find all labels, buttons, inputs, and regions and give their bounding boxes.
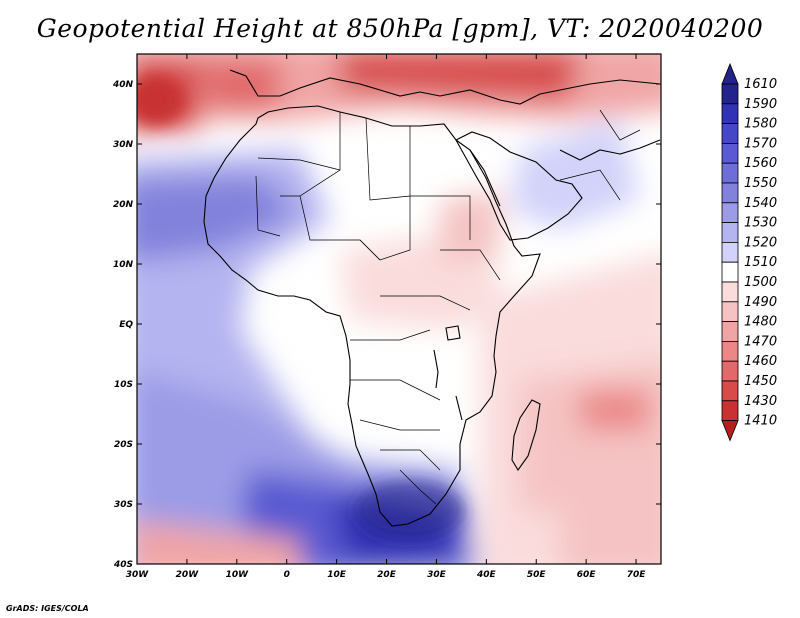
x-tick-label: 0 [284,570,290,580]
y-tick-label: 40S [113,560,133,570]
colorbar-box [721,123,739,144]
colorbar-label: 1490 [744,295,777,310]
lake-victoria [445,325,461,341]
colorbar-box [721,340,739,362]
y-axis: 40N 30N 20N 10N EQ 10S 20S 30S 40S [112,80,661,570]
plot-frame [136,53,662,565]
colorbar-label: 1530 [744,216,777,231]
colorbar-label: 1550 [744,176,777,191]
colorbar-label: 1520 [744,235,777,250]
lake-tanganyika [433,349,439,389]
field-arabia-blue [510,120,640,230]
x-tick-label: 30E [427,570,447,580]
y-tick-label: 40N [112,80,134,90]
height-field [137,54,661,564]
colorbar-label: 1430 [744,394,777,409]
colorbar-label: 1450 [744,374,777,389]
y-tick-label: 20S [114,440,133,450]
field-cape-cell [355,480,465,540]
field-iberia-red [200,60,280,110]
colorbar-label: 1510 [744,255,777,270]
field-north-core [340,54,580,100]
x-tick-label: 10E [327,570,347,580]
colorbar-bottom-triangle [721,420,739,442]
colorbar-top-triangle [721,62,739,85]
colorbar-box [721,380,739,402]
africa-coastline [203,105,541,527]
red-sea-coast [469,149,501,207]
colorbar-box [721,261,739,283]
map-title: Geopotential Height at 850hPa [gpm], VT:… [36,14,764,43]
field-atlantic-mid [137,175,300,260]
y-tick-label: 10N [113,260,134,270]
colorbar-label: 1410 [744,414,777,429]
colorbar-box [721,162,739,184]
field-detail [137,75,465,540]
colorbar-box [721,222,739,243]
colorbar-box [721,400,739,421]
grads-credit: GrADS: IGES/COLA [6,604,89,613]
x-tick-label: 20W [176,570,200,580]
colorbar-label: 1610 [744,77,777,92]
colorbar-box [721,142,739,164]
colorbar-box [721,241,739,263]
y-tick-label: EQ [119,320,133,330]
y-tick-label: 30S [114,500,133,510]
colorbar-box [721,321,739,342]
x-axis: 30W 20W 10W 0 10E 20E 30E 40E 50E 60E 70E [126,54,646,580]
field-se-red [560,471,661,564]
colorbar-label: 1480 [744,315,777,330]
colorbar-box [721,83,739,105]
y-tick-label: 30N [113,140,134,150]
coastlines [203,69,661,527]
colorbar-box [721,360,739,382]
x-tick-label: 30W [126,570,150,580]
iran-coastline [559,139,661,161]
colorbar-box [721,301,739,322]
colorbar-box [721,202,739,224]
colorbar-label: 1580 [744,117,777,132]
lake-malawi [455,395,463,421]
colorbar-label: 1540 [744,196,777,211]
colorbar: 1610 1590 1580 1570 1560 1550 1540 1530 1520 1510… [721,62,777,442]
colorbar-box [721,281,739,303]
x-tick-label: 40E [476,570,497,580]
colorbar-label: 1500 [744,275,777,290]
field-west-cell [137,75,185,125]
y-tick-label: 10S [114,380,133,390]
colorbar-label: 1590 [744,97,777,112]
colorbar-box [721,182,739,204]
field-sahara-white [330,130,450,190]
x-tick-label: 60E [577,570,597,580]
europe-coastline [229,69,661,105]
arabia-coastline [455,131,583,241]
y-tick-label: 20N [113,200,134,210]
colorbar-label: 1560 [744,156,777,171]
x-tick-label: 20E [377,570,397,580]
x-tick-label: 50E [527,570,547,580]
country-borders [255,109,641,505]
colorbar-label: 1570 [744,136,777,151]
colorbar-label: 1460 [744,354,777,369]
x-tick-label: 70E [627,570,647,580]
field-sw-red [137,520,300,564]
madagascar-coastline [511,399,541,472]
colorbar-label: 1470 [744,334,777,349]
field-indian-core [580,390,650,430]
x-tick-label: 10W [226,570,250,580]
colorbar-box [721,103,739,125]
